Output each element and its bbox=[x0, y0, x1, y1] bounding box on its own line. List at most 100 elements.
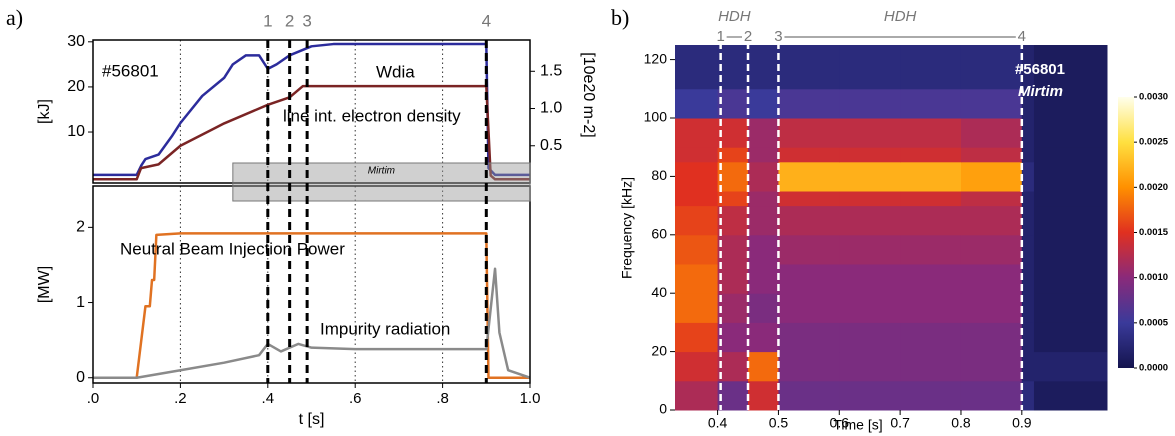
heat-cell bbox=[900, 205, 962, 236]
heat-cell bbox=[900, 293, 962, 323]
heat-cell bbox=[778, 88, 840, 119]
heat-cell bbox=[748, 45, 779, 90]
heat-cell bbox=[1033, 191, 1108, 207]
heat-cell bbox=[960, 380, 1023, 411]
heat-cell bbox=[839, 205, 901, 236]
x-tick-label: 0.7 bbox=[890, 415, 910, 431]
heat-cell bbox=[900, 380, 962, 411]
heat-cell bbox=[778, 45, 840, 90]
heat-cell bbox=[748, 264, 779, 294]
x-tick-label: 0.8 bbox=[951, 415, 971, 431]
colorbar-tick-label: 0.0030 bbox=[1139, 92, 1168, 103]
marker-label: 4 bbox=[1018, 28, 1026, 45]
colorbar-tick-label: 0.0000 bbox=[1139, 363, 1168, 374]
x-tick-label: .2 bbox=[174, 390, 187, 407]
colorbar-tick-label: 0.0005 bbox=[1139, 317, 1169, 328]
plot-frame bbox=[92, 185, 531, 384]
heat-cell bbox=[839, 147, 901, 163]
y-tick-label: 80 bbox=[651, 167, 667, 183]
heat-cell bbox=[717, 191, 749, 207]
heat-cell bbox=[1033, 380, 1108, 411]
heat-cell bbox=[1021, 293, 1035, 323]
heat-cell bbox=[960, 191, 1023, 207]
heat-cell bbox=[1021, 234, 1035, 265]
heat-cell bbox=[717, 118, 749, 148]
shaded-region bbox=[232, 162, 531, 202]
heat-cell bbox=[675, 293, 719, 323]
heat-cell bbox=[717, 234, 749, 265]
heat-cell bbox=[839, 118, 901, 148]
heat-cell bbox=[960, 147, 1023, 163]
heat-cell bbox=[960, 118, 1023, 148]
heat-cell bbox=[778, 351, 840, 382]
heat-cell bbox=[717, 380, 749, 411]
marker-label: 3 bbox=[774, 28, 782, 45]
heat-cell bbox=[1033, 147, 1108, 163]
x-tick-label: 1.0 bbox=[520, 390, 541, 407]
heat-cell bbox=[748, 118, 779, 148]
x-tick-label: 0.4 bbox=[708, 415, 728, 431]
heat-cell bbox=[1033, 351, 1108, 382]
heat-cell bbox=[778, 205, 840, 236]
heat-cell bbox=[1033, 293, 1108, 323]
heat-cell bbox=[960, 322, 1023, 353]
y-tick-label: 0 bbox=[76, 369, 85, 386]
heat-cell bbox=[1021, 322, 1035, 353]
plot-frame bbox=[92, 39, 531, 184]
heat-cell bbox=[960, 293, 1023, 323]
y2-axis-label: [10e20 m-2] bbox=[580, 52, 597, 137]
heat-cell bbox=[1021, 351, 1035, 382]
heat-cell bbox=[839, 380, 901, 411]
heat-cell bbox=[778, 191, 840, 207]
series-label: line int. electron density bbox=[283, 106, 461, 125]
panel-label: a) bbox=[6, 5, 23, 30]
y-axis-label: [MW] bbox=[36, 266, 53, 303]
colorbar bbox=[1118, 97, 1134, 368]
heat-cell bbox=[675, 147, 719, 163]
marker-label: 4 bbox=[482, 11, 491, 30]
heat-cell bbox=[748, 322, 779, 353]
colorbar-tick-label: 0.0025 bbox=[1139, 137, 1169, 148]
panel-label: b) bbox=[611, 5, 629, 30]
heat-cell bbox=[1021, 380, 1035, 411]
x-axis-label: Time [s] bbox=[833, 417, 882, 433]
heat-cell bbox=[717, 322, 749, 353]
heat-cell bbox=[675, 191, 719, 207]
heat-cell bbox=[717, 147, 749, 163]
heat-cell bbox=[717, 161, 749, 192]
y-tick-label: 0 bbox=[659, 401, 667, 417]
series-label: Neutral Beam Injection Power bbox=[120, 239, 345, 258]
heat-cell bbox=[717, 88, 749, 119]
heat-cell bbox=[675, 45, 719, 90]
heat-cell bbox=[1033, 161, 1108, 192]
heat-cell bbox=[778, 293, 840, 323]
y-tick-label: 1 bbox=[76, 294, 85, 311]
heat-cell bbox=[1033, 322, 1108, 353]
heat-cell bbox=[1021, 147, 1035, 163]
heat-cell bbox=[675, 88, 719, 119]
heat-cell bbox=[675, 118, 719, 148]
heat-cell bbox=[748, 147, 779, 163]
shot-label: #56801 bbox=[102, 61, 159, 80]
heat-cell bbox=[748, 191, 779, 207]
heat-cell bbox=[900, 118, 962, 148]
x-tick-label: .4 bbox=[262, 390, 275, 407]
heat-cell bbox=[748, 88, 779, 119]
marker-label: 1 bbox=[716, 28, 724, 45]
heat-cell bbox=[960, 205, 1023, 236]
y-tick-label: 120 bbox=[644, 50, 668, 66]
heat-cell bbox=[778, 322, 840, 353]
heat-cell bbox=[900, 88, 962, 119]
heat-cell bbox=[960, 351, 1023, 382]
heat-cell bbox=[839, 234, 901, 265]
heat-cell bbox=[748, 234, 779, 265]
heat-cell bbox=[900, 147, 962, 163]
heat-cell bbox=[675, 264, 719, 294]
heat-cell bbox=[960, 161, 1023, 192]
heat-cell bbox=[960, 234, 1023, 265]
marker-label: 2 bbox=[285, 11, 294, 30]
x-tick-label: 0.9 bbox=[1012, 415, 1032, 431]
heat-cell bbox=[1021, 45, 1035, 90]
heat-cell bbox=[1033, 118, 1108, 148]
